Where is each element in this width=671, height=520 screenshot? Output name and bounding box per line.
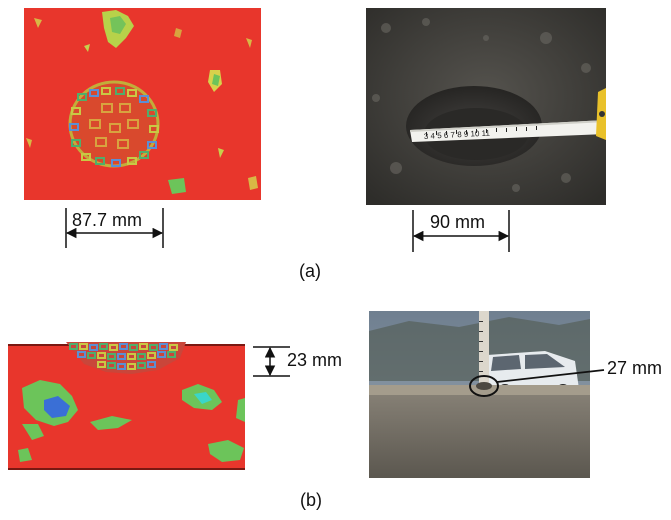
ruler-markings: 3 4 5 6 7 8 9 10 11 (424, 129, 491, 141)
simulation-top-view (24, 8, 261, 200)
measured-width-label: 90 mm (430, 212, 486, 232)
photo-crater-top-view: 3 4 5 6 7 8 9 10 11 (366, 8, 606, 205)
measured-depth-label: 27 mm (607, 358, 663, 378)
simulated-width-label: 87.7 mm (72, 210, 143, 230)
simulated-depth-label: 23 mm (287, 350, 343, 370)
photo-crater-side-view (369, 311, 590, 478)
subfigure-caption-b: (b) (300, 490, 322, 510)
simulation-side-view (8, 340, 245, 473)
subfigure-caption-a: (a) (299, 261, 321, 281)
